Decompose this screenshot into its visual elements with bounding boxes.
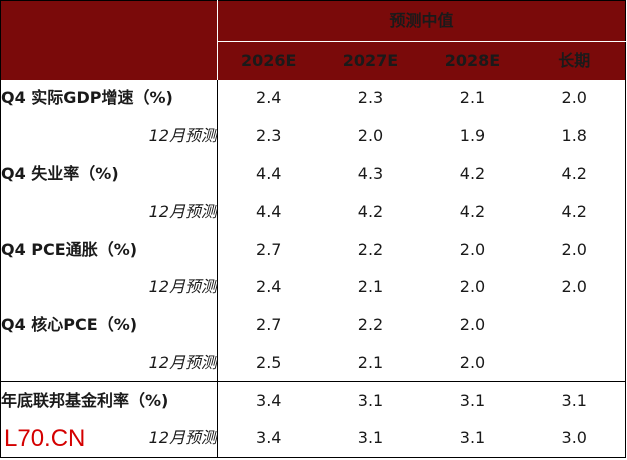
column-header-2027e: 2027E: [319, 41, 422, 80]
cell-value: 2.1: [357, 277, 384, 297]
row-sublabel: 12月预测: [0, 419, 218, 458]
row-sublabel: 12月预测: [0, 344, 218, 382]
table-row-fed-funds-rate-dec-forecast: 12月预测 3.4 3.1 3.1 3.0: [0, 419, 626, 458]
cell-value: 4.2: [561, 163, 587, 183]
cell-value: 2.0: [459, 239, 486, 259]
cell-value: 2.0: [561, 277, 587, 297]
table-row-gdp-dec-forecast: 12月预测 2.3 2.0 1.9 1.8: [0, 117, 626, 156]
cell-value: 4.2: [357, 201, 384, 221]
cell-value: 2.1: [459, 88, 486, 108]
header-group-title: 预测中值: [217, 0, 626, 42]
cell-value: 2.0: [459, 352, 486, 372]
watermark-logo: L70.CN: [4, 425, 86, 452]
cell-value: 4.4: [256, 163, 282, 183]
table-row-core-pce: Q4 核心PCE（%) 2.7 2.2 2.0: [0, 306, 626, 345]
header-row-years: 2026E 2027E 2028E 长期: [1, 41, 626, 80]
cell-value: 2.1: [357, 352, 384, 372]
column-header-long-run: 长期: [523, 41, 626, 80]
row-label: Q4 核心PCE（%): [0, 306, 218, 345]
header-row-group: 预测中值: [0, 0, 626, 80]
row-sublabel: 12月预测: [0, 268, 218, 307]
table-row-pce: Q4 PCE通胀（%) 2.7 2.2 2.0 2.0: [0, 230, 626, 269]
cell-value: 3.1: [357, 428, 384, 448]
cell-value: 4.2: [561, 201, 587, 221]
table-row-fed-funds-rate: 年底联邦基金利率（%) 3.4 3.1 3.1 3.1: [0, 381, 626, 420]
cell-value: 2.0: [561, 239, 587, 259]
row-sublabel: 12月预测: [0, 192, 218, 231]
column-header-2026e: 2026E: [217, 41, 320, 80]
cell-value: 2.0: [459, 277, 486, 297]
row-label: Q4 失业率（%): [0, 155, 218, 193]
cell-value: 4.2: [459, 163, 486, 183]
cell-value: [524, 344, 626, 382]
column-header-2028e: 2028E: [421, 41, 524, 80]
cell-value: 4.3: [357, 163, 384, 183]
cell-value: 3.4: [256, 428, 282, 448]
cell-value: 2.5: [256, 352, 282, 372]
row-label: Q4 PCE通胀（%): [0, 230, 218, 269]
cell-value: 3.1: [523, 381, 626, 420]
cell-value: 2.4: [256, 88, 282, 108]
cell-value: [524, 306, 626, 344]
row-label: 年底联邦基金利率（%): [0, 381, 218, 420]
cell-value: 4.2: [459, 201, 486, 221]
table-row-core-pce-dec-forecast: 12月预测 2.5 2.1 2.0: [0, 344, 626, 382]
cell-value: 2.7: [256, 315, 282, 335]
cell-value: 2.7: [256, 239, 282, 259]
cell-value: 3.0: [561, 428, 587, 448]
table-row-pce-dec-forecast: 12月预测 2.4 2.1 2.0 2.0: [0, 268, 626, 307]
cell-value: 3.1: [319, 381, 422, 420]
cell-value: 2.3: [256, 126, 282, 146]
cell-value: 4.4: [256, 201, 282, 221]
cell-value: 3.4: [217, 381, 320, 420]
cell-value: 2.0: [459, 315, 486, 335]
table-row-gdp: Q4 实际GDP增速（%) 2.4 2.3 2.1 2.0: [0, 79, 626, 118]
cell-value: 2.4: [256, 277, 282, 297]
cell-value: 2.3: [357, 88, 384, 108]
cell-value: 2.2: [357, 315, 384, 335]
row-label: Q4 实际GDP增速（%): [0, 79, 218, 118]
cell-value: 3.1: [421, 381, 524, 420]
table-row-unemployment-dec-forecast: 12月预测 4.4 4.2 4.2 4.2: [0, 192, 626, 231]
cell-value: 2.0: [357, 126, 384, 146]
cell-value: 1.8: [561, 126, 587, 146]
header-corner-cell: [0, 0, 218, 80]
cell-value: 2.2: [357, 239, 384, 259]
cell-value: 3.1: [459, 428, 486, 448]
cell-value: 1.9: [459, 126, 486, 146]
table-row-unemployment: Q4 失业率（%) 4.4 4.3 4.2 4.2: [0, 155, 626, 193]
cell-value: 2.0: [561, 88, 587, 108]
row-sublabel: 12月预测: [0, 117, 218, 156]
